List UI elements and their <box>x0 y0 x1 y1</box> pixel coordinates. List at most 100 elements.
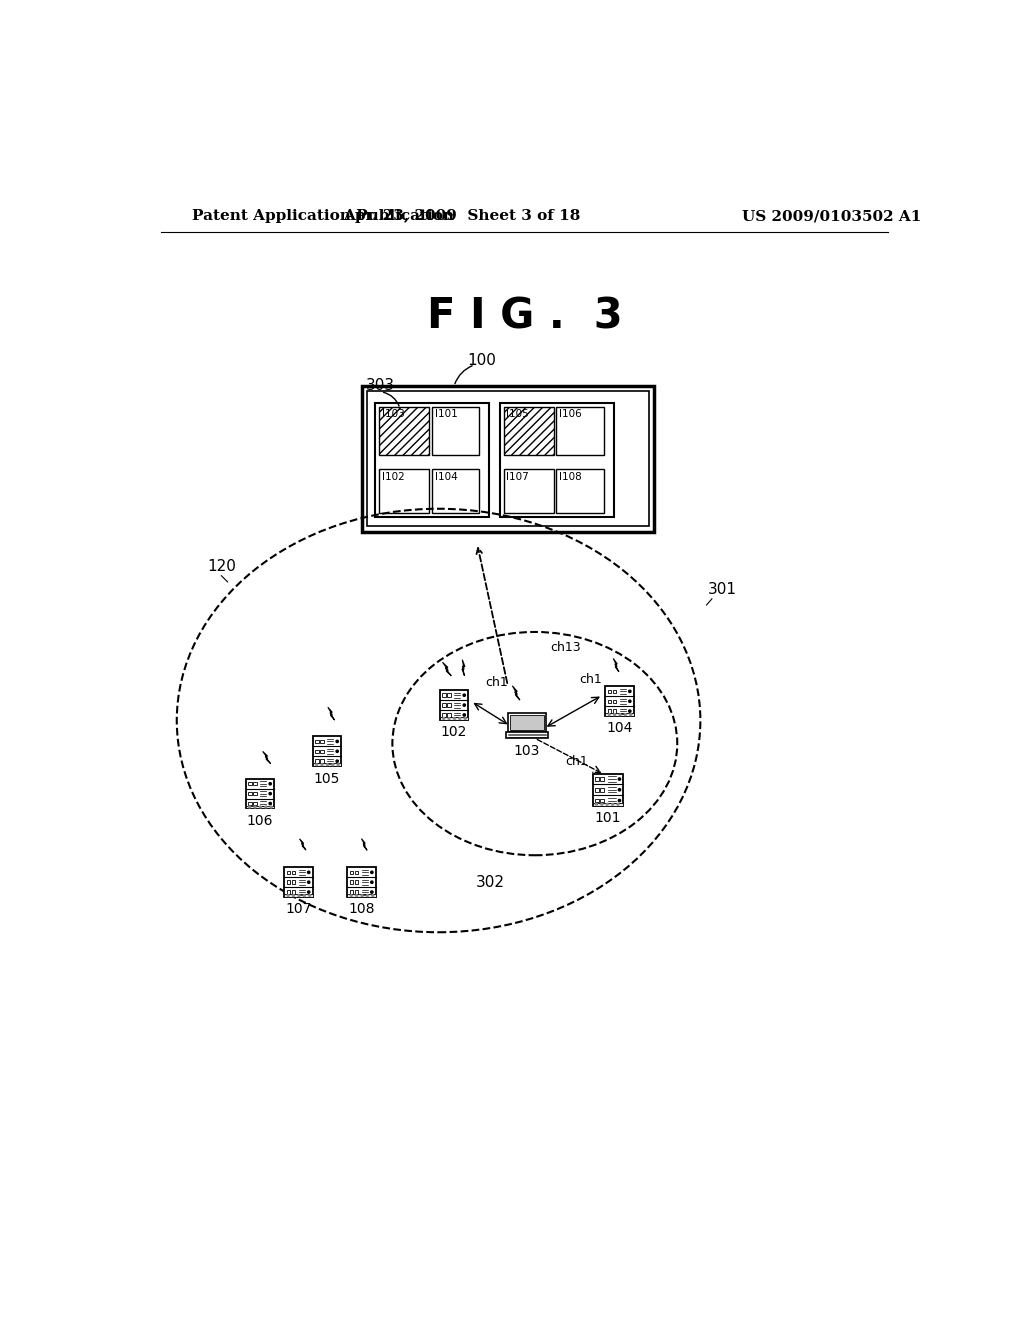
Bar <box>612 689 616 693</box>
Circle shape <box>449 718 450 719</box>
Bar <box>315 750 318 752</box>
Bar <box>287 880 290 884</box>
Circle shape <box>630 714 632 715</box>
Circle shape <box>259 807 261 808</box>
Bar <box>253 781 257 785</box>
Text: I106: I106 <box>559 409 583 420</box>
Bar <box>510 715 544 730</box>
Circle shape <box>249 807 251 808</box>
Bar <box>500 404 614 517</box>
Bar <box>440 690 468 719</box>
Bar <box>321 739 324 743</box>
Bar <box>506 733 548 738</box>
Bar <box>593 803 624 807</box>
Text: 100: 100 <box>467 354 496 368</box>
Polygon shape <box>462 660 465 676</box>
Bar <box>312 737 341 766</box>
Bar <box>556 407 604 455</box>
Bar <box>361 385 654 532</box>
Circle shape <box>315 764 317 766</box>
Bar <box>315 759 318 763</box>
Circle shape <box>303 895 305 896</box>
Polygon shape <box>442 663 452 676</box>
Circle shape <box>454 718 456 719</box>
Bar <box>595 799 599 803</box>
Bar <box>287 871 290 874</box>
Circle shape <box>611 804 613 805</box>
Bar <box>447 713 451 717</box>
Bar <box>442 704 445 706</box>
Bar <box>447 693 451 697</box>
Circle shape <box>265 807 266 808</box>
Text: ch13: ch13 <box>550 640 581 653</box>
Bar <box>248 792 252 796</box>
Bar <box>246 805 274 808</box>
Circle shape <box>293 895 295 896</box>
Circle shape <box>254 807 256 808</box>
Circle shape <box>464 718 466 719</box>
Text: ch1: ch1 <box>580 673 602 686</box>
Circle shape <box>337 764 339 766</box>
Polygon shape <box>361 838 367 850</box>
Circle shape <box>336 741 338 743</box>
Bar <box>607 700 611 704</box>
Bar <box>612 700 616 704</box>
Bar <box>595 777 599 781</box>
Circle shape <box>307 891 310 894</box>
Bar <box>246 779 274 808</box>
Bar <box>593 774 624 807</box>
Bar <box>347 867 376 898</box>
Polygon shape <box>263 751 270 763</box>
Circle shape <box>350 895 352 896</box>
Text: I105: I105 <box>506 409 529 420</box>
Circle shape <box>327 764 329 766</box>
Text: ch1: ch1 <box>565 755 589 768</box>
Bar <box>504 407 554 455</box>
Circle shape <box>459 718 461 719</box>
Bar <box>354 891 358 894</box>
Circle shape <box>307 880 310 883</box>
Circle shape <box>620 714 621 715</box>
Bar <box>600 788 604 792</box>
Bar <box>285 867 312 898</box>
Text: 303: 303 <box>366 378 394 393</box>
Bar <box>347 894 376 898</box>
Bar <box>442 713 445 717</box>
Circle shape <box>463 704 466 706</box>
Bar <box>350 871 353 874</box>
Bar <box>354 871 358 874</box>
Text: 105: 105 <box>313 771 340 785</box>
Circle shape <box>336 760 338 763</box>
Bar <box>440 717 468 719</box>
Bar <box>432 407 479 455</box>
Text: I107: I107 <box>506 471 529 482</box>
Bar <box>605 713 634 715</box>
Bar <box>432 470 479 513</box>
Circle shape <box>298 895 300 896</box>
Circle shape <box>629 710 631 713</box>
Text: Patent Application Publication: Patent Application Publication <box>193 209 455 223</box>
Circle shape <box>606 804 608 805</box>
Circle shape <box>269 803 271 805</box>
Bar <box>248 801 252 805</box>
Circle shape <box>269 783 271 785</box>
Text: 120: 120 <box>208 558 237 574</box>
Text: US 2009/0103502 A1: US 2009/0103502 A1 <box>741 209 921 223</box>
Circle shape <box>372 895 374 896</box>
Text: 302: 302 <box>476 875 505 890</box>
Circle shape <box>601 804 603 805</box>
Bar <box>595 788 599 792</box>
Text: ch1: ch1 <box>484 676 508 689</box>
Circle shape <box>617 804 618 805</box>
Text: Apr. 23, 2009  Sheet 3 of 18: Apr. 23, 2009 Sheet 3 of 18 <box>343 209 581 223</box>
Circle shape <box>371 871 373 874</box>
Bar <box>253 792 257 796</box>
Circle shape <box>608 714 610 715</box>
Circle shape <box>269 792 271 795</box>
Circle shape <box>463 694 466 697</box>
Text: 102: 102 <box>440 725 467 739</box>
Bar <box>312 763 341 766</box>
Text: I104: I104 <box>435 471 458 482</box>
Bar <box>504 470 554 513</box>
Circle shape <box>307 871 310 874</box>
